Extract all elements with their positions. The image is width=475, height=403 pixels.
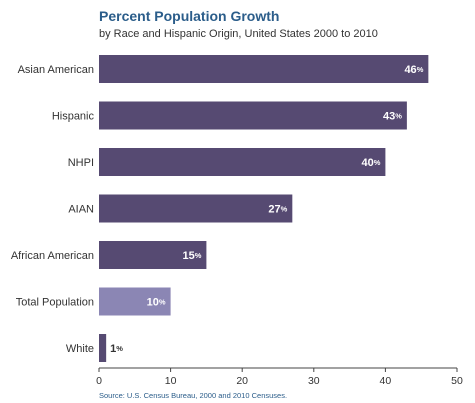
category-label-white: White: [66, 343, 94, 355]
source-note: Source: U.S. Census Bureau, 2000 and 201…: [99, 391, 287, 400]
x-tick-label-50: 50: [451, 375, 463, 387]
category-label-african-american: African American: [11, 250, 94, 262]
bar-african-american: [99, 241, 207, 269]
value-label-total-population: 10%: [147, 297, 166, 309]
bar-total-population: [99, 287, 171, 316]
value-label-nhpi: 40%: [361, 157, 380, 169]
value-label-african-american: 15%: [182, 250, 201, 262]
value-label-hispanic: 43%: [383, 111, 402, 123]
x-tick-label-10: 10: [165, 375, 177, 387]
category-label-asian-american: Asian American: [18, 64, 94, 76]
x-axis: 0 10 20 30 40 50: [96, 367, 463, 387]
chart-subtitle: by Race and Hispanic Origin, United Stat…: [99, 28, 378, 40]
bar-hispanic: [99, 101, 407, 130]
bar-white: [99, 334, 107, 362]
x-tick-label-20: 20: [236, 375, 248, 387]
chart-title: Percent Population Growth: [99, 8, 279, 24]
value-label-aian: 27%: [268, 204, 287, 216]
bars-group: Asian American 46% Hispanic 43% NHPI 40% AIAN 2…: [11, 55, 429, 362]
x-tick-label-30: 30: [308, 375, 320, 387]
bar-aian: [99, 194, 293, 223]
value-label-asian-american: 46%: [404, 64, 423, 76]
bar-nhpi: [99, 148, 386, 176]
value-label-white: 1%: [110, 343, 123, 355]
category-label-nhpi: NHPI: [68, 157, 94, 169]
x-tick-label-0: 0: [96, 375, 102, 387]
x-tick-label-40: 40: [380, 375, 392, 387]
category-label-hispanic: Hispanic: [52, 111, 95, 123]
bar-asian-american: [99, 55, 429, 83]
category-label-aian: AIAN: [68, 204, 94, 216]
category-label-total-population: Total Population: [16, 297, 94, 309]
